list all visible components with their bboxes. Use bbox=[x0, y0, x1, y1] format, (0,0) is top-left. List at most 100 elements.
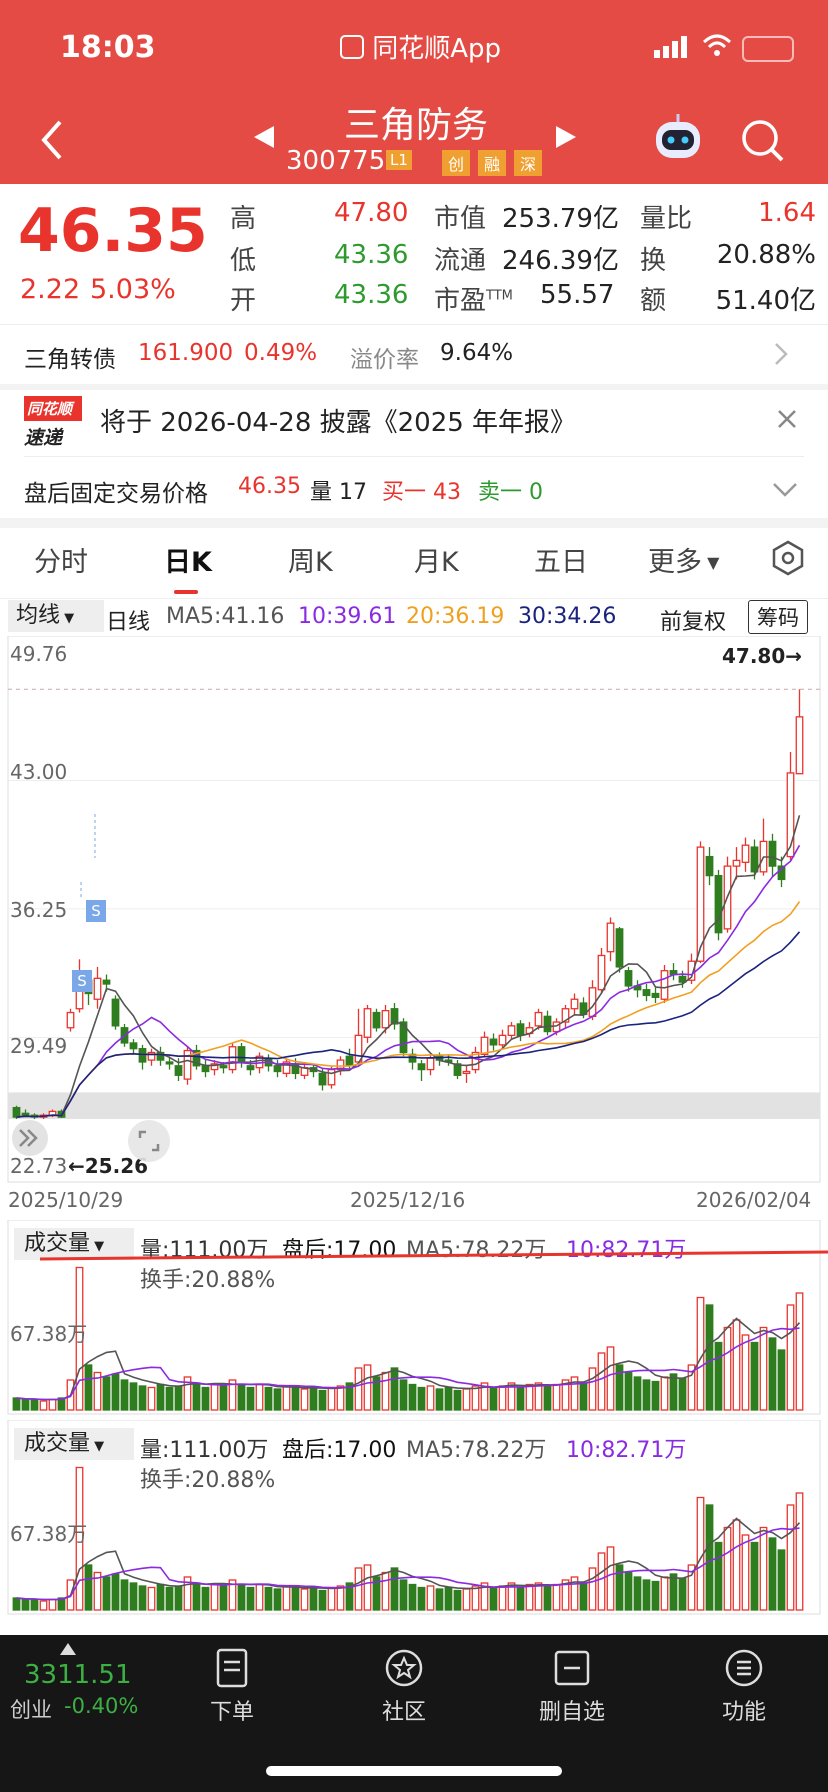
tab-intraday[interactable]: 分时 bbox=[34, 547, 88, 578]
volume-bar bbox=[705, 1304, 714, 1411]
volume-bar bbox=[228, 1379, 237, 1411]
volume-bar bbox=[606, 1346, 615, 1411]
community-icon bbox=[384, 1648, 424, 1688]
caret-down-icon: ▼ bbox=[90, 1439, 105, 1454]
volume-bar bbox=[732, 1519, 741, 1611]
close-icon[interactable] bbox=[776, 408, 798, 434]
nav-community[interactable]: 社区 bbox=[344, 1648, 464, 1726]
candle bbox=[102, 979, 111, 985]
tag-rong: 融 bbox=[478, 150, 507, 176]
robot-assistant-icon[interactable] bbox=[652, 112, 704, 166]
tab-more[interactable]: 更多 ▼ bbox=[648, 547, 720, 578]
volume-bar bbox=[120, 1379, 129, 1411]
volume-bar bbox=[507, 1382, 516, 1411]
nav-order[interactable]: 下单 bbox=[172, 1648, 292, 1726]
ma20-value: 20:36.19 bbox=[406, 604, 505, 629]
volume-bar bbox=[507, 1582, 516, 1611]
stock-name: 三角防务 bbox=[343, 105, 488, 146]
volume-bar bbox=[408, 1583, 417, 1611]
volume-ma-line bbox=[16, 1327, 800, 1401]
convertible-bond-row[interactable]: 三角转债 161.900 0.49% 溢价率 9.64% bbox=[0, 326, 828, 384]
volume-bar bbox=[462, 1388, 471, 1411]
candle bbox=[498, 1034, 507, 1046]
chips-button[interactable]: 筹码 bbox=[748, 600, 808, 634]
candle bbox=[66, 1011, 75, 1029]
volume-bar bbox=[669, 1373, 678, 1411]
candle bbox=[768, 840, 777, 867]
volume-panel[interactable]: 成交量 ▼ 量:111.00万 盘后:17.00 MA5:78.22万 10:8… bbox=[0, 1219, 828, 1416]
candle bbox=[687, 960, 696, 981]
volume-bar bbox=[390, 1367, 399, 1411]
ma-dropdown[interactable]: 均线 ▼ bbox=[8, 600, 104, 632]
volume-svg bbox=[7, 1219, 821, 1415]
volume-bar bbox=[480, 1382, 489, 1411]
low-value: 43.36 bbox=[334, 240, 409, 270]
volume-value: 量:111.00万 bbox=[140, 1438, 269, 1463]
volume-bar bbox=[57, 1397, 66, 1411]
volume-bar bbox=[642, 1379, 651, 1411]
volume-bar bbox=[561, 1579, 570, 1611]
volume-bar bbox=[282, 1385, 291, 1411]
volume-bar bbox=[21, 1398, 30, 1411]
volume-bar bbox=[291, 1386, 300, 1411]
tab-weekly-k[interactable]: 周K bbox=[288, 547, 333, 578]
volume-bar bbox=[498, 1385, 507, 1411]
next-stock-icon[interactable] bbox=[554, 124, 578, 154]
volume-bar bbox=[318, 1589, 327, 1611]
volume-ma-line bbox=[16, 1527, 800, 1601]
tab-monthly-k[interactable]: 月K bbox=[414, 547, 459, 578]
tab-five-day[interactable]: 五日 bbox=[534, 547, 588, 578]
candle bbox=[192, 1049, 201, 1067]
volume-bar bbox=[651, 1380, 660, 1411]
volume-bar bbox=[714, 1541, 723, 1611]
indicator-dropdown[interactable]: 成交量 ▼ bbox=[14, 1428, 134, 1460]
index-value[interactable]: 3311.51 bbox=[24, 1660, 132, 1690]
premium-label: 溢价率 bbox=[350, 347, 419, 373]
volume-bar bbox=[273, 1388, 282, 1411]
volume-bar bbox=[381, 1371, 390, 1411]
volume-bar bbox=[345, 1582, 354, 1611]
volume-bar bbox=[687, 1364, 696, 1411]
adjust-mode[interactable]: 前复权 bbox=[660, 610, 727, 635]
volume-panel[interactable]: 成交量 ▼ 量:111.00万 盘后:17.00 MA5:78.22万 10:8… bbox=[0, 1419, 828, 1616]
volume-bar bbox=[552, 1583, 561, 1611]
nav-remove-watchlist[interactable]: 删自选 bbox=[512, 1648, 632, 1726]
search-icon[interactable] bbox=[740, 118, 784, 166]
news-text[interactable]: 将于 2026-04-28 披露《2025 年年报》 bbox=[100, 408, 577, 438]
vol-ma10: 10:82.71万 bbox=[566, 1238, 687, 1263]
candle bbox=[543, 1015, 552, 1033]
candle bbox=[390, 1008, 399, 1025]
volume-bar bbox=[480, 1582, 489, 1611]
amount-label: 额 bbox=[640, 286, 667, 316]
signal-s-badge[interactable]: S bbox=[72, 970, 92, 992]
volume-bar bbox=[246, 1586, 255, 1611]
volume-bar bbox=[282, 1585, 291, 1611]
volume-bar bbox=[471, 1585, 480, 1611]
volume-bar bbox=[273, 1588, 282, 1611]
candle bbox=[111, 998, 120, 1027]
signal-s-badge[interactable]: S bbox=[86, 900, 106, 922]
candle bbox=[597, 954, 606, 991]
expand-sidebar-icon[interactable] bbox=[12, 1120, 48, 1156]
volume-bar bbox=[390, 1567, 399, 1611]
after-hours-row[interactable]: 盘后固定交易价格 46.35 量 17 买一 43 卖一 0 bbox=[0, 458, 828, 518]
volume-bar bbox=[678, 1577, 687, 1611]
volume-bar bbox=[579, 1582, 588, 1611]
volume-bar bbox=[570, 1376, 579, 1411]
candle bbox=[705, 855, 714, 877]
volume-bar bbox=[489, 1586, 498, 1611]
volume-bar bbox=[759, 1526, 768, 1611]
kline-chart[interactable]: 49.76 43.00 36.25 29.49 22.73 47.80→ ←25… bbox=[0, 635, 828, 1212]
tab-daily-k[interactable]: 日K bbox=[164, 547, 212, 578]
prev-stock-icon[interactable] bbox=[252, 124, 276, 154]
back-icon[interactable] bbox=[40, 118, 64, 166]
candle bbox=[183, 1049, 192, 1080]
candle bbox=[426, 1057, 435, 1071]
volume-bar bbox=[372, 1576, 381, 1611]
fullscreen-icon[interactable] bbox=[128, 1120, 170, 1162]
nav-functions[interactable]: 功能 bbox=[684, 1648, 804, 1726]
ma-line-ma5 bbox=[16, 815, 801, 1118]
vol-ma5: MA5:78.22万 bbox=[406, 1238, 547, 1263]
settings-hexagon-icon[interactable] bbox=[770, 540, 806, 580]
indicator-dropdown[interactable]: 成交量 ▼ bbox=[14, 1228, 134, 1260]
